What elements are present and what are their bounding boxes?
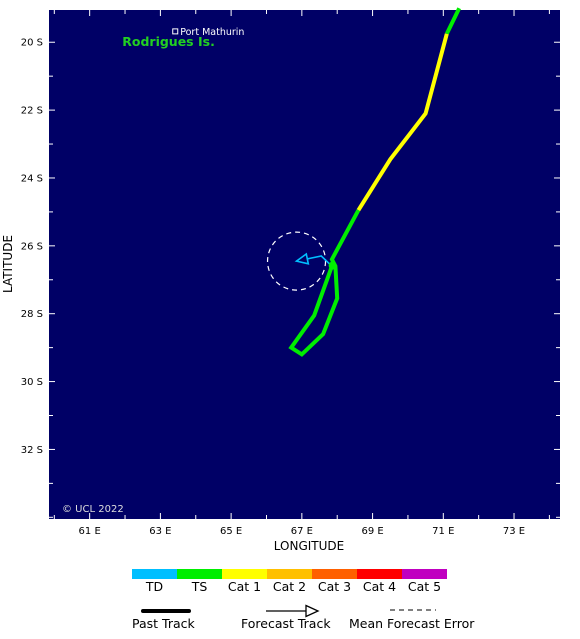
legend-swatch: [222, 569, 267, 579]
forecast-arrowhead-icon: [294, 252, 310, 265]
lon-tick-label: 63 E: [149, 526, 171, 537]
x-axis-title: LONGITUDE: [274, 539, 344, 553]
lat-tick-label: 32 S: [21, 445, 43, 456]
lat-tick-label: 26 S: [21, 241, 43, 252]
forecast-arrow-icon: [305, 604, 320, 618]
island-label: Rodrigues Is.: [122, 34, 215, 49]
lon-tick-label: 71 E: [432, 526, 454, 537]
mean-error-label: Mean Forecast Error: [349, 616, 475, 631]
legend-category-label: TD: [145, 579, 163, 594]
lat-tick-label: 22 S: [21, 106, 43, 117]
lon-tick-label: 61 E: [79, 526, 101, 537]
forecast-track-legend: Forecast Track: [241, 604, 331, 631]
legend-category-label: Cat 3: [318, 579, 351, 594]
legend-category-label: Cat 5: [408, 579, 441, 594]
past-track-segment: [445, 7, 461, 35]
axis-tick-labels: 61 E 63 E 65 E 67 E 69 E 71 E 73 E 20 S 22 S 24 S…: [21, 38, 525, 537]
axis-ticks: [49, 10, 560, 519]
legend-category-label: Cat 1: [228, 579, 261, 594]
past-track-legend: Past Track: [132, 609, 195, 631]
y-axis-title: LATITUDE: [1, 235, 15, 293]
lat-tick-label: 30 S: [21, 377, 43, 388]
ocean-background: [49, 10, 560, 519]
current-position-marker: [328, 261, 337, 270]
legend-category-label: TS: [191, 579, 208, 594]
storm-track: [266, 7, 461, 357]
lat-tick-label: 20 S: [21, 38, 43, 49]
legend-category-label: Cat 4: [363, 579, 396, 594]
lon-tick-label: 67 E: [291, 526, 313, 537]
past-track-label: Past Track: [132, 616, 195, 631]
legend-swatch: [132, 569, 177, 579]
legend-swatch: [312, 569, 357, 579]
lat-tick-label: 24 S: [21, 173, 43, 184]
category-legend: TD TS Cat 1 Cat 2 Cat 3 Cat 4 Cat 5: [132, 569, 447, 594]
lon-tick-label: 73 E: [503, 526, 525, 537]
lat-tick-label: 28 S: [21, 309, 43, 320]
legend-swatch: [177, 569, 222, 579]
legend-category-label: Cat 2: [273, 579, 306, 594]
past-track-segment: [356, 33, 449, 212]
lon-tick-label: 65 E: [220, 526, 242, 537]
square-icon: [172, 28, 179, 35]
legend-swatch: [357, 569, 402, 579]
copyright-text: © UCL 2022: [62, 504, 124, 515]
mean-error-legend: Mean Forecast Error: [349, 609, 475, 631]
legend-swatch: [402, 569, 447, 579]
forecast-track-label: Forecast Track: [241, 616, 331, 631]
place-label: Port Mathurin: [180, 27, 244, 38]
lon-tick-label: 69 E: [361, 526, 383, 537]
legend-swatch: [267, 569, 312, 579]
